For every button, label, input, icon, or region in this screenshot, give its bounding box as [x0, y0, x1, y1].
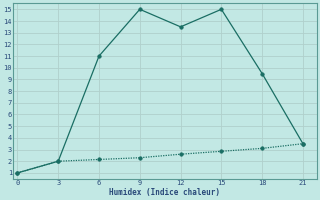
X-axis label: Humidex (Indice chaleur): Humidex (Indice chaleur)	[109, 188, 220, 197]
